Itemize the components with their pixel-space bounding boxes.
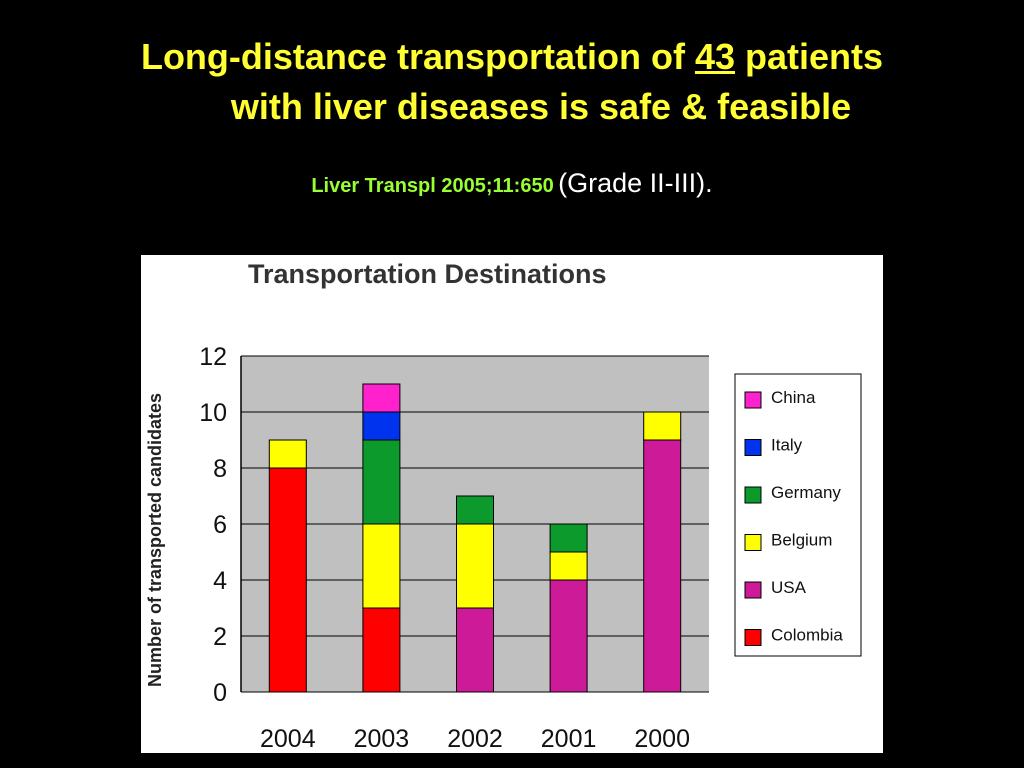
bar-segment-2001-usa <box>549 579 588 693</box>
y-tick-label: 4 <box>213 567 227 595</box>
y-tick-label: 0 <box>213 679 227 707</box>
y-tick-label: 12 <box>199 343 227 371</box>
title-part1: Long-distance transportation of <box>140 36 695 77</box>
legend-swatch-colombia <box>744 629 762 646</box>
y-tick-label: 10 <box>199 399 227 427</box>
title-line2: with liver diseases is safe & feasible <box>230 86 852 127</box>
chart-image: Transportation Destinations 0 2 4 6 8 10 12 20… <box>141 255 883 753</box>
legend-label-usa: USA <box>771 578 807 597</box>
bar-segment-2003-italy <box>362 411 401 441</box>
evidence-grade: (Grade II-III). <box>558 168 713 198</box>
legend-swatch-germany <box>744 486 762 504</box>
y-tick-label: 6 <box>213 511 227 539</box>
stacked-bar-chart: Transportation Destinations 0 2 4 6 8 10 12 20… <box>145 259 862 753</box>
bar-group <box>268 383 682 693</box>
bar-segment-2000-belgium <box>643 411 682 441</box>
bar-segment-2002-belgium <box>456 523 494 609</box>
title-part2: patients <box>735 36 884 77</box>
bar-segment-2003-germany <box>362 439 401 525</box>
y-tick-label: 2 <box>213 623 227 651</box>
x-tick-label: 2000 <box>634 725 690 753</box>
y-axis-label: Number of transported candidates <box>145 393 165 687</box>
x-tick-label: 2004 <box>260 725 316 753</box>
legend-swatch-italy <box>744 439 762 456</box>
x-tick-label: 2001 <box>541 725 597 753</box>
bar-segment-2001-germany <box>549 523 588 553</box>
legend-label-belgium: Belgium <box>771 531 832 550</box>
y-tick-labels: 0 2 4 6 8 10 12 <box>199 343 227 707</box>
legend-label-china: China <box>771 388 816 407</box>
legend-swatch-belgium <box>744 534 762 551</box>
legend-swatch-china <box>744 391 762 409</box>
chart-title: Transportation Destinations <box>248 259 607 289</box>
y-tick-label: 8 <box>213 455 227 483</box>
legend: China Italy Germany Belgium USA Colombia <box>734 373 862 657</box>
bar-segment-2003-china <box>362 383 401 413</box>
legend-label-colombia: Colombia <box>771 626 843 645</box>
bar-segment-2004-colombia <box>268 467 307 693</box>
x-tick-label: 2002 <box>447 725 503 753</box>
legend-label-italy: Italy <box>771 436 803 455</box>
bar-segment-2000-usa <box>643 439 682 693</box>
bar-segment-2002-germany <box>456 495 494 525</box>
bar-segment-2003-colombia <box>362 607 401 693</box>
legend-swatch-usa <box>744 581 762 599</box>
x-tick-labels: 2004 2003 2002 2001 2000 <box>260 725 690 753</box>
bar-segment-2002-usa <box>456 607 494 693</box>
title-patient-count: 43 <box>694 36 735 77</box>
legend-frame <box>734 373 862 657</box>
citation-reference: Liver Transpl 2005;11:650 <box>311 175 554 197</box>
bar-segment-2003-belgium <box>362 523 401 609</box>
slide-title: Long-distance transportation of 43 patie… <box>0 32 1024 132</box>
legend-label-germany: Germany <box>771 483 841 502</box>
x-tick-label: 2003 <box>354 725 410 753</box>
bar-segment-2001-belgium <box>549 551 588 581</box>
bar-segment-2004-belgium <box>268 439 307 469</box>
citation-line: Liver Transpl 2005;11:650 (Grade II-III)… <box>0 168 1024 199</box>
